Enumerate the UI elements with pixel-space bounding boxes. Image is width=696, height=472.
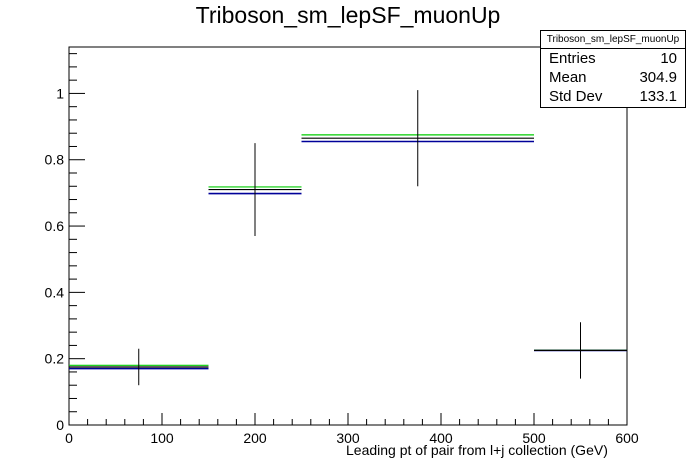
stats-value: 133.1 [639,88,677,105]
x-tick-label: 600 [615,430,639,446]
stats-label: Entries [549,50,596,67]
y-tick-label: 0.8 [45,152,65,168]
stats-row-stddev: Std Dev 133.1 [541,87,685,106]
x-tick-label: 200 [243,430,267,446]
stats-value: 304.9 [639,69,677,86]
y-tick-label: 0.2 [45,351,65,367]
x-axis-label: Leading pt of pair from l+j collection (… [346,442,608,458]
stats-row-entries: Entries 10 [541,49,685,68]
x-tick-label: 400 [429,430,453,446]
x-tick-label: 100 [150,430,174,446]
y-tick-label: 0 [56,417,64,433]
stats-header: Triboson_sm_lepSF_muonUp [541,31,685,49]
stats-box: Triboson_sm_lepSF_muonUp Entries 10 Mean… [540,30,686,108]
x-tick-label: 300 [336,430,360,446]
x-tick-label: 0 [65,430,73,446]
stats-row-mean: Mean 304.9 [541,68,685,87]
stats-value: 10 [660,50,677,67]
stats-label: Std Dev [549,88,603,105]
stats-label: Mean [549,69,587,86]
y-tick-label: 0.6 [45,218,65,234]
y-tick-label: 1 [56,85,64,101]
chart-title: Triboson_sm_lepSF_muonUp [195,2,501,28]
y-tick-label: 0.4 [45,284,65,300]
x-tick-label: 500 [522,430,546,446]
